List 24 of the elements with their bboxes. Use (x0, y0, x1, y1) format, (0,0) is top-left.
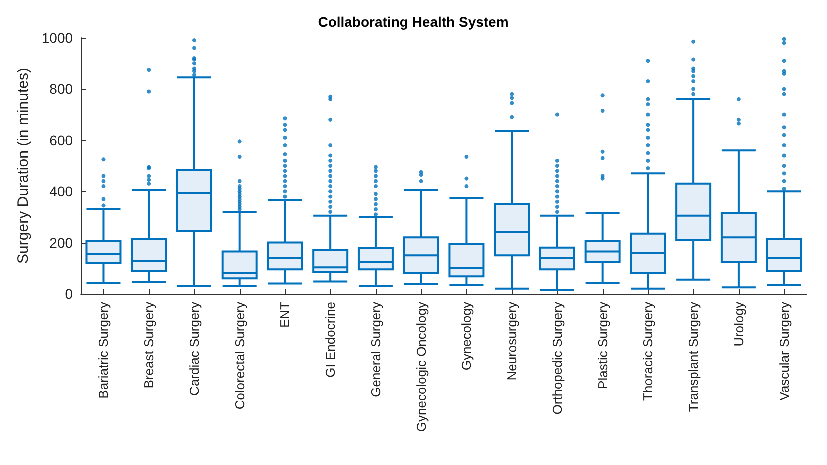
y-tick-label: 1000 (42, 30, 74, 46)
x-tick-label: Bariatric Surgery (96, 302, 112, 399)
x-tick-label: Colorectal Surgery (232, 302, 248, 410)
y-tick-label: 800 (50, 81, 74, 98)
x-tick-label: Cardiac Surgery (186, 302, 202, 396)
x-tick-label: Urology (731, 302, 746, 347)
x-tick-label: Plastic Surgery (595, 302, 610, 390)
x-tick-label: Vascular Surgery (776, 302, 792, 401)
x-tick-label: Thoracic Surgery (640, 302, 656, 401)
x-tick-label: Orthopedic Surgery (550, 302, 565, 415)
y-tick-label: 0 (65, 286, 74, 302)
y-tick-label: 600 (50, 132, 74, 148)
x-tick-label: GI Endocrine (323, 302, 338, 378)
y-axis-title: Surgery Duration (in minutes) (15, 68, 32, 264)
x-tick-label: Gynecology (459, 302, 474, 371)
x-tick-label: Gynecologic Oncology (414, 302, 429, 432)
y-tick-label: 200 (50, 234, 74, 251)
x-tick-label: ENT (278, 302, 293, 328)
x-tick-label: Breast Surgery (142, 302, 157, 389)
x-tick-label: Neurosurgery (504, 302, 520, 381)
x-tick-label: General Surgery (368, 302, 384, 398)
chart-title: Collaborating Health System (318, 14, 509, 30)
y-tick-label: 400 (50, 184, 74, 200)
x-tick-label: Transplant Surgery (686, 302, 702, 412)
